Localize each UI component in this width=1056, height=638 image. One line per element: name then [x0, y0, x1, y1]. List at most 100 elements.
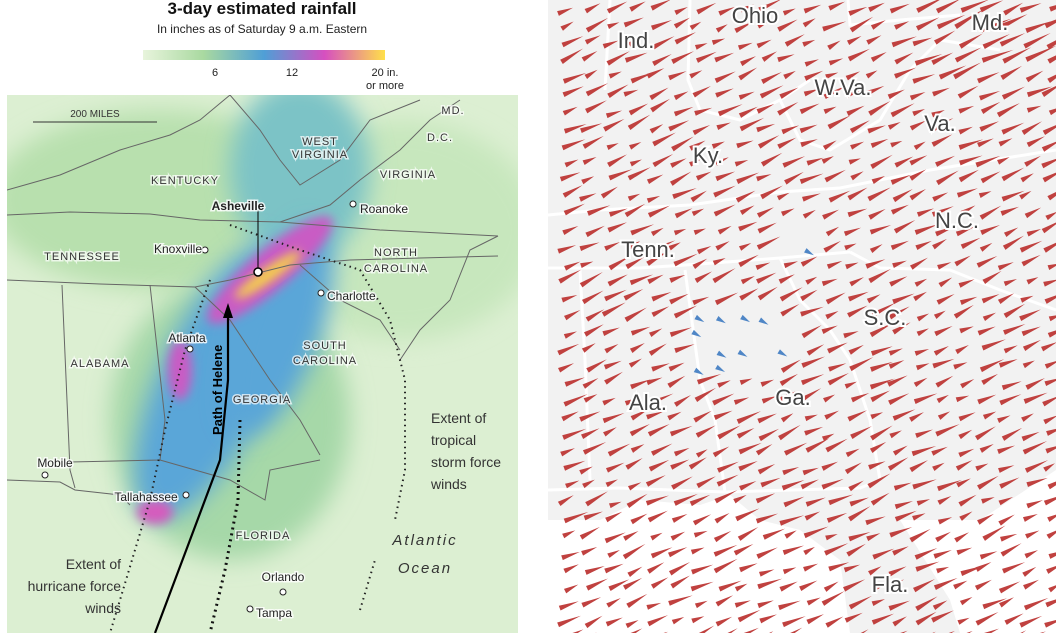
wind-arrow	[736, 140, 754, 149]
wind-arrow	[953, 362, 968, 370]
wind-arrow	[1025, 45, 1056, 62]
wind-arrow	[691, 208, 705, 217]
wind-arrow	[738, 221, 758, 232]
wind-arrow	[582, 479, 595, 489]
wind-arrow	[935, 0, 962, 14]
wind-arrow	[629, 343, 645, 353]
wind-arrow	[777, 137, 797, 149]
wind-arrow	[605, 110, 623, 119]
city-label: Knoxville	[154, 242, 202, 256]
wind-arrow	[650, 20, 673, 31]
wind-arrow	[714, 628, 738, 633]
wind-arrow	[602, 327, 620, 336]
wind-arrow	[868, 2, 885, 12]
wind-arrow	[954, 47, 982, 63]
wind-arrow	[931, 134, 953, 147]
wind-arrow	[1020, 295, 1034, 303]
wind-arrow	[977, 138, 994, 148]
wind-arrow	[1022, 514, 1038, 522]
wind-arrow	[1004, 613, 1024, 625]
wind-arrow	[694, 314, 705, 323]
wind-arrow	[579, 526, 600, 540]
wind-arrow	[936, 394, 949, 404]
wind-arrow	[777, 54, 795, 63]
wind-arrow	[803, 88, 819, 97]
wind-arrow	[800, 289, 818, 302]
wind-arrow	[804, 414, 818, 422]
wind-arrow	[1041, 219, 1056, 234]
wind-arrow	[674, 208, 693, 219]
wind-arrow	[608, 169, 633, 181]
wind-arrow	[802, 193, 821, 202]
wind-arrow	[739, 288, 759, 301]
wind-arrow	[778, 600, 801, 611]
wind-arrow	[695, 425, 716, 438]
wind-arrow	[1003, 2, 1024, 16]
wind-arrow	[674, 6, 688, 16]
wind-arrow	[667, 411, 682, 421]
wind-arrow	[692, 85, 711, 98]
wind-arrow	[954, 9, 985, 30]
wind-arrow	[629, 1, 646, 12]
wind-arrow	[979, 242, 993, 252]
wind-arrow	[887, 579, 905, 590]
wind-arrow	[1000, 533, 1018, 542]
wind-arrow	[892, 616, 907, 627]
wind-arrow	[629, 159, 642, 167]
wind-arrow	[932, 192, 949, 202]
wind-arrow	[916, 499, 931, 506]
wind-arrow	[912, 109, 926, 117]
wind-arrow	[824, 543, 849, 556]
wind-arrow	[756, 272, 777, 284]
wind-arrow	[760, 477, 781, 488]
wind-arrow	[693, 530, 708, 538]
wind-arrow	[782, 567, 797, 575]
wind-arrow	[630, 444, 645, 453]
wind-arrow	[563, 394, 588, 407]
wind-arrow	[1023, 579, 1039, 590]
wind-arrow	[867, 125, 886, 134]
wind-arrow	[914, 547, 938, 560]
state-label: Va.	[924, 111, 955, 136]
wind-arrow	[823, 240, 841, 253]
wind-arrow	[870, 346, 893, 356]
wind-arrow	[932, 238, 947, 250]
wind-arrow	[736, 411, 762, 424]
wind-arrow	[959, 511, 973, 521]
wind-arrow	[1047, 325, 1056, 338]
wind-arrow	[935, 155, 956, 167]
wind-arrow	[828, 1, 846, 11]
wind-arrow	[804, 426, 824, 436]
wind-arrow	[757, 286, 778, 301]
wind-arrow	[892, 409, 916, 421]
wind-arrow	[974, 579, 992, 591]
wind-arrow	[783, 261, 799, 269]
wind-arrow	[806, 344, 825, 356]
wind-arrow	[825, 72, 839, 80]
wind-arrow	[848, 344, 864, 355]
wind-arrow	[803, 563, 819, 572]
wind-arrow	[581, 428, 600, 439]
wind-arrow	[892, 188, 913, 203]
wind-arrow	[755, 493, 776, 504]
wind-arrow	[715, 241, 730, 251]
wind-arrow	[689, 140, 706, 151]
wind-arrow	[715, 316, 726, 324]
wind-arrow	[826, 260, 843, 270]
wind-arrow	[1022, 441, 1048, 455]
wind-arrow	[714, 157, 729, 166]
wind-arrow	[933, 577, 958, 590]
wind-arrow	[757, 463, 776, 475]
wind-arrow	[689, 21, 702, 31]
wind-arrow	[557, 245, 577, 254]
wind-arrow	[607, 84, 629, 98]
wind-arrow	[958, 126, 973, 135]
wind-arrow	[607, 22, 620, 30]
wind-arrow	[691, 329, 702, 338]
wind-arrow	[844, 462, 862, 475]
wind-arrow	[1001, 381, 1022, 391]
wind-arrow	[893, 482, 912, 491]
wind-arrow	[714, 71, 736, 84]
wind-arrow	[889, 430, 902, 439]
